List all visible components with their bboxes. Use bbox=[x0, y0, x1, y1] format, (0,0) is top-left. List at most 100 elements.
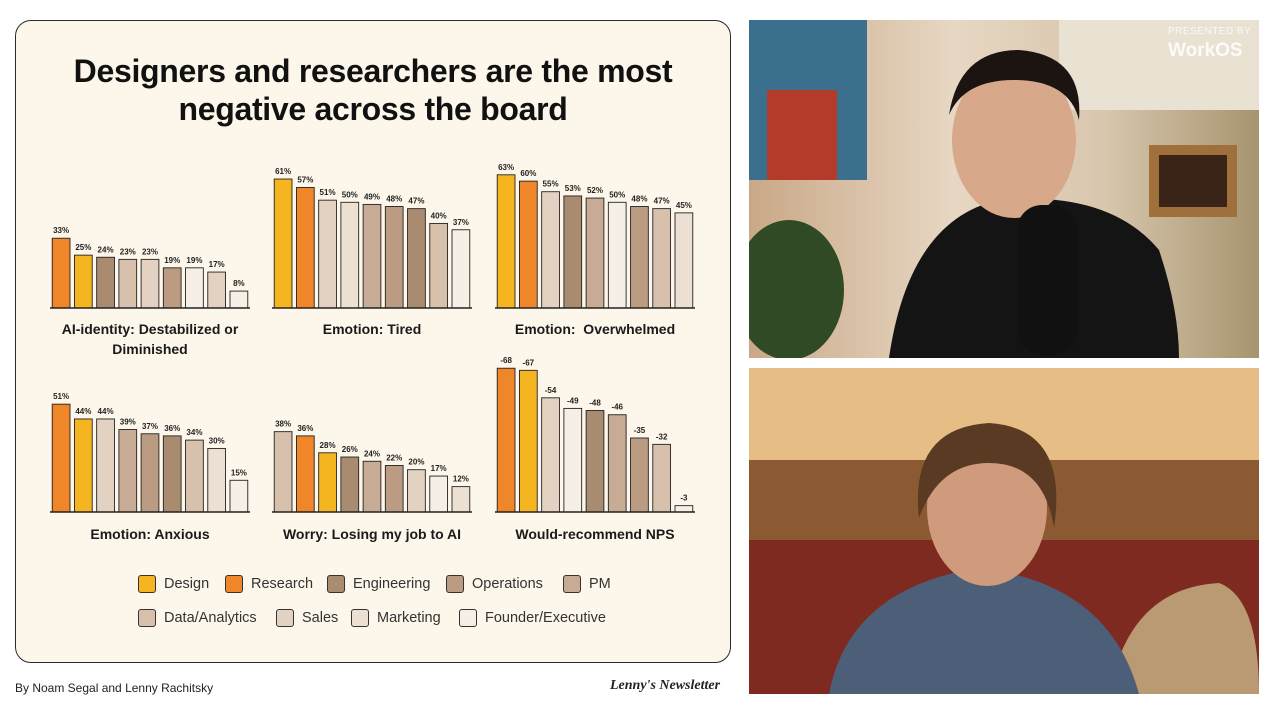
legend-label: Data/Analytics bbox=[164, 610, 257, 626]
value-label: -48 bbox=[589, 399, 601, 408]
value-label: 48% bbox=[386, 195, 402, 204]
legend-swatch bbox=[138, 575, 156, 593]
chart-title: Worry: Losing my job to AI bbox=[282, 526, 462, 542]
bar bbox=[607, 201, 627, 309]
value-label: 33% bbox=[53, 226, 69, 235]
value-label: 30% bbox=[209, 437, 225, 446]
bar bbox=[362, 203, 382, 309]
host-head bbox=[952, 62, 1076, 218]
chart-title: Emotion: Tired bbox=[322, 321, 422, 337]
legend-label: Design bbox=[164, 576, 210, 592]
bar bbox=[541, 191, 560, 309]
value-label: 44% bbox=[98, 407, 114, 416]
value-label: 53% bbox=[565, 184, 581, 193]
bar bbox=[652, 443, 672, 513]
bar bbox=[96, 256, 115, 309]
legend-swatch bbox=[327, 575, 345, 593]
legend-item: Design bbox=[138, 575, 209, 593]
bar bbox=[229, 290, 249, 309]
value-label: -32 bbox=[656, 432, 668, 441]
byline: By Noam Segal and Lenny Rachitsky bbox=[15, 681, 214, 695]
chart-title: Would-recommend NPS bbox=[515, 526, 675, 542]
value-label: 22% bbox=[386, 453, 402, 462]
bar bbox=[318, 199, 337, 309]
legend-item: Sales bbox=[276, 609, 338, 627]
value-label: 20% bbox=[408, 458, 424, 467]
bar bbox=[96, 418, 115, 513]
bar bbox=[295, 187, 315, 309]
bar bbox=[384, 465, 404, 513]
legend-label: Operations bbox=[472, 576, 543, 592]
legend-swatch bbox=[276, 609, 294, 627]
value-label: 45% bbox=[676, 201, 692, 210]
value-label: 28% bbox=[320, 441, 336, 450]
legend-label: PM bbox=[589, 576, 611, 592]
value-label: 24% bbox=[364, 449, 380, 458]
bar bbox=[496, 367, 516, 513]
value-label: 51% bbox=[320, 188, 336, 197]
value-label: 37% bbox=[453, 218, 469, 227]
value-label: 50% bbox=[342, 190, 358, 199]
video-host bbox=[749, 20, 1259, 358]
value-label: 57% bbox=[297, 175, 313, 184]
bar bbox=[652, 208, 672, 309]
bar bbox=[429, 475, 449, 513]
video-guest-scene bbox=[749, 368, 1259, 694]
legend-label: Sales bbox=[302, 610, 339, 626]
bar bbox=[118, 429, 138, 513]
legend-label: Engineering bbox=[353, 576, 431, 592]
painting-figure bbox=[767, 90, 837, 180]
value-label: 49% bbox=[364, 192, 380, 201]
bar bbox=[541, 397, 560, 513]
value-label: -54 bbox=[545, 386, 557, 395]
legend-item: Founder/Executive bbox=[459, 609, 606, 627]
value-label: -35 bbox=[634, 426, 646, 435]
bar bbox=[51, 403, 71, 513]
value-label: 36% bbox=[164, 424, 180, 433]
microphone bbox=[1017, 205, 1077, 355]
value-label: -3 bbox=[680, 494, 688, 503]
value-label: 44% bbox=[75, 407, 91, 416]
bar bbox=[407, 469, 426, 513]
value-label: 51% bbox=[53, 392, 69, 401]
bar bbox=[118, 258, 138, 309]
value-label: 55% bbox=[543, 180, 559, 189]
bar bbox=[362, 460, 382, 513]
sponsor-name: WorkOS bbox=[1168, 40, 1243, 61]
bar bbox=[451, 229, 471, 309]
legend-item: Marketing bbox=[351, 609, 441, 627]
bar bbox=[563, 407, 583, 513]
bar bbox=[73, 418, 93, 513]
value-label: 34% bbox=[186, 428, 202, 437]
value-label: 19% bbox=[186, 256, 202, 265]
bar bbox=[140, 258, 160, 309]
legend-item: Research bbox=[225, 575, 313, 593]
value-label: -46 bbox=[611, 403, 623, 412]
value-label: 39% bbox=[120, 418, 136, 427]
value-label: 61% bbox=[275, 167, 291, 176]
value-label: 23% bbox=[120, 247, 136, 256]
bar bbox=[674, 212, 694, 309]
legend-swatch bbox=[138, 609, 156, 627]
value-label: 24% bbox=[98, 245, 114, 254]
bar bbox=[51, 237, 71, 309]
legend-swatch bbox=[351, 609, 369, 627]
value-label: 38% bbox=[275, 420, 291, 429]
value-label: 17% bbox=[431, 464, 447, 473]
bookshelf bbox=[1059, 20, 1259, 110]
legend-item: Data/Analytics bbox=[138, 609, 257, 627]
video-guest bbox=[749, 368, 1259, 694]
value-label: 60% bbox=[520, 169, 536, 178]
bar bbox=[162, 267, 182, 309]
value-label: 47% bbox=[408, 197, 424, 206]
value-label: 25% bbox=[75, 243, 91, 252]
legend-item: Engineering bbox=[327, 575, 430, 593]
bar bbox=[318, 452, 337, 513]
value-label: -68 bbox=[500, 356, 512, 365]
legend-item: Operations bbox=[446, 575, 543, 593]
value-label: 17% bbox=[209, 260, 225, 269]
value-label: 50% bbox=[609, 190, 625, 199]
bar bbox=[585, 197, 605, 309]
bar bbox=[630, 437, 649, 513]
